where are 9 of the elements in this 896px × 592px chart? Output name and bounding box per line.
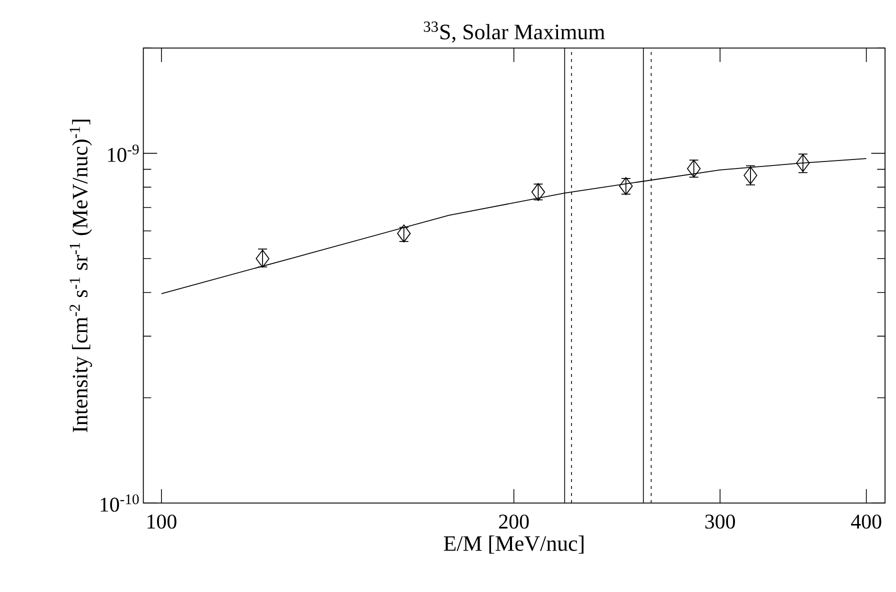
chart-title: $^{33}$S, Solar Maximum — [424, 22, 605, 43]
x-tick-label: 100 — [148, 514, 176, 529]
y-tick-label: 10$^{-10}$ — [100, 494, 139, 512]
y-tick-label: 10$^{-9}$ — [108, 144, 139, 162]
text: Intensity [cm$^{-2}$ s$^{-1}$ sr$^{-1}$ (MeV/nuc)$^{-1}$] — [70, 120, 92, 432]
x-axis-title: E/M [MeV/nuc] — [444, 536, 584, 554]
x-tick-label: 200 — [499, 514, 529, 529]
x-tick-label: 300 — [705, 514, 735, 529]
x-tick-label: 400 — [851, 514, 882, 529]
